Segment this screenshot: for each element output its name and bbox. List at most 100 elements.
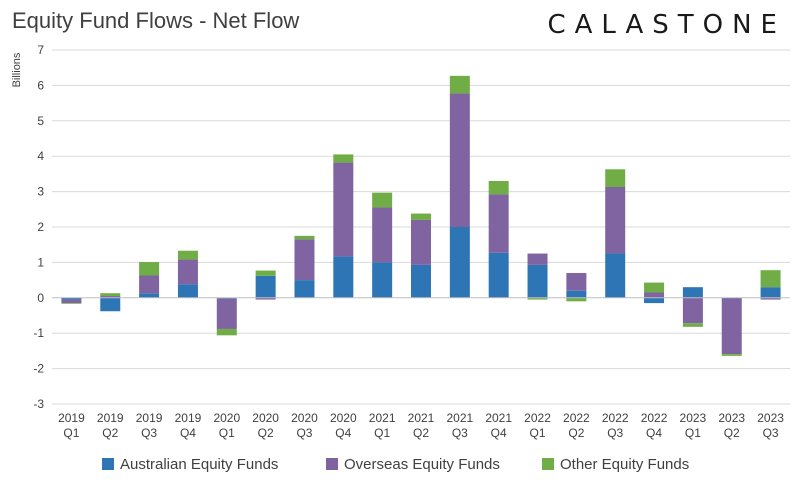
bar-segment-overseas-equity-funds [527, 253, 548, 265]
bar-segment-australian-equity-funds [566, 290, 587, 298]
axes: -3-2-1012345672019Q12019Q22019Q32019Q420… [33, 43, 790, 440]
bar-segment-overseas-equity-funds [177, 259, 198, 285]
x-tick-label-quarter: Q1 [63, 426, 79, 440]
y-tick-label: 0 [37, 291, 44, 305]
x-tick-label-year: 2019 [58, 411, 85, 425]
bar-segment-other-equity-funds [488, 180, 509, 195]
bar-segment-australian-equity-funds [760, 287, 781, 298]
x-tick-label-quarter: Q2 [413, 426, 429, 440]
legend-label: Overseas Equity Funds [344, 456, 500, 473]
legend-swatch [102, 458, 114, 470]
bar-segment-other-equity-funds [449, 75, 470, 94]
bar-segment-overseas-equity-funds [216, 298, 237, 329]
x-tick-label-year: 2023 [757, 411, 784, 425]
bar-segment-other-equity-funds [255, 270, 276, 276]
bar-segment-overseas-equity-funds [488, 194, 509, 253]
bar-segment-other-equity-funds [216, 328, 237, 336]
bar-segment-overseas-equity-funds [139, 275, 160, 294]
x-tick-label-quarter: Q4 [335, 426, 351, 440]
x-tick-label-year: 2022 [641, 411, 668, 425]
bar-segment-australian-equity-funds [644, 297, 665, 304]
bar-segment-australian-equity-funds [682, 287, 703, 298]
x-tick-label-quarter: Q1 [685, 426, 701, 440]
x-tick-label-year: 2020 [252, 411, 279, 425]
legend-swatch [542, 458, 554, 470]
x-tick-label-year: 2020 [291, 411, 318, 425]
x-tick-label-year: 2022 [563, 411, 590, 425]
bar-segment-overseas-equity-funds [721, 298, 742, 355]
y-tick-label: 1 [37, 255, 44, 269]
bars [61, 75, 781, 356]
x-tick-label-quarter: Q4 [180, 426, 196, 440]
x-tick-label-quarter: Q2 [568, 426, 584, 440]
bar-segment-australian-equity-funds [100, 297, 121, 312]
x-tick-label-quarter: Q2 [258, 426, 274, 440]
x-tick-label-quarter: Q4 [646, 426, 662, 440]
legend-swatch [326, 458, 338, 470]
bar-segment-australian-equity-funds [294, 280, 315, 298]
bar-segment-other-equity-funds [605, 169, 626, 187]
bar-segment-other-equity-funds [644, 282, 665, 293]
y-tick-label: 7 [37, 43, 44, 57]
x-tick-label-year: 2019 [136, 411, 163, 425]
y-tick-label: -3 [33, 397, 44, 411]
bar-segment-other-equity-funds [566, 297, 587, 302]
x-tick-label-year: 2021 [369, 411, 396, 425]
bar-segment-overseas-equity-funds [255, 297, 276, 300]
x-tick-label-quarter: Q1 [374, 426, 390, 440]
bar-segment-overseas-equity-funds [372, 207, 393, 263]
bar-segment-other-equity-funds [100, 293, 121, 297]
bar-segment-overseas-equity-funds [411, 219, 431, 265]
x-tick-label-quarter: Q3 [607, 426, 623, 440]
x-tick-label-quarter: Q1 [530, 426, 546, 440]
legend-label: Other Equity Funds [560, 456, 689, 473]
bar-segment-other-equity-funds [61, 303, 82, 304]
x-tick-label-year: 2023 [718, 411, 745, 425]
bar-segment-australian-equity-funds [255, 275, 276, 298]
bar-segment-other-equity-funds [294, 235, 315, 240]
bar-segment-australian-equity-funds [333, 256, 354, 298]
y-tick-label: -2 [33, 362, 44, 376]
x-tick-label-year: 2021 [408, 411, 435, 425]
bar-segment-australian-equity-funds [527, 264, 548, 298]
bar-segment-other-equity-funds [139, 262, 160, 276]
bar-segment-overseas-equity-funds [605, 186, 626, 254]
y-tick-label: 4 [37, 149, 44, 163]
bar-segment-overseas-equity-funds [644, 292, 665, 298]
bar-segment-australian-equity-funds [449, 227, 470, 298]
bar-segment-other-equity-funds [177, 250, 198, 260]
x-tick-label-quarter: Q3 [141, 426, 157, 440]
x-tick-label-year: 2021 [446, 411, 473, 425]
x-tick-label-year: 2019 [175, 411, 202, 425]
bar-segment-overseas-equity-funds [449, 93, 470, 228]
chart-title: Equity Fund Flows - Net Flow [12, 8, 300, 33]
x-tick-label-quarter: Q4 [491, 426, 507, 440]
bar-segment-australian-equity-funds [216, 297, 237, 299]
y-tick-label: -1 [33, 326, 44, 340]
legend-label: Australian Equity Funds [120, 456, 278, 473]
x-tick-label-year: 2021 [485, 411, 512, 425]
bar-segment-australian-equity-funds [488, 252, 509, 298]
bar-segment-other-equity-funds [527, 297, 548, 300]
bar-segment-australian-equity-funds [177, 284, 198, 298]
x-tick-label-year: 2023 [680, 411, 707, 425]
y-tick-label: 6 [37, 78, 44, 92]
y-tick-label: 5 [37, 114, 44, 128]
bar-segment-overseas-equity-funds [760, 297, 781, 300]
x-tick-label-year: 2022 [524, 411, 551, 425]
bar-segment-australian-equity-funds [411, 264, 431, 298]
bar-segment-australian-equity-funds [372, 262, 393, 298]
bar-segment-overseas-equity-funds [333, 162, 354, 257]
legend: Australian Equity Funds Overseas Equity F… [102, 456, 689, 473]
y-tick-label: 3 [37, 185, 44, 199]
bar-segment-overseas-equity-funds [100, 296, 121, 298]
x-tick-label-quarter: Q2 [724, 426, 740, 440]
bar-segment-australian-equity-funds [605, 253, 626, 298]
bar-segment-overseas-equity-funds [566, 273, 587, 291]
x-tick-label-year: 2020 [213, 411, 240, 425]
x-tick-label-quarter: Q3 [763, 426, 779, 440]
bar-segment-other-equity-funds [372, 192, 393, 208]
calastone-logo: CALASTONE [547, 10, 786, 40]
bar-segment-overseas-equity-funds [294, 239, 315, 281]
